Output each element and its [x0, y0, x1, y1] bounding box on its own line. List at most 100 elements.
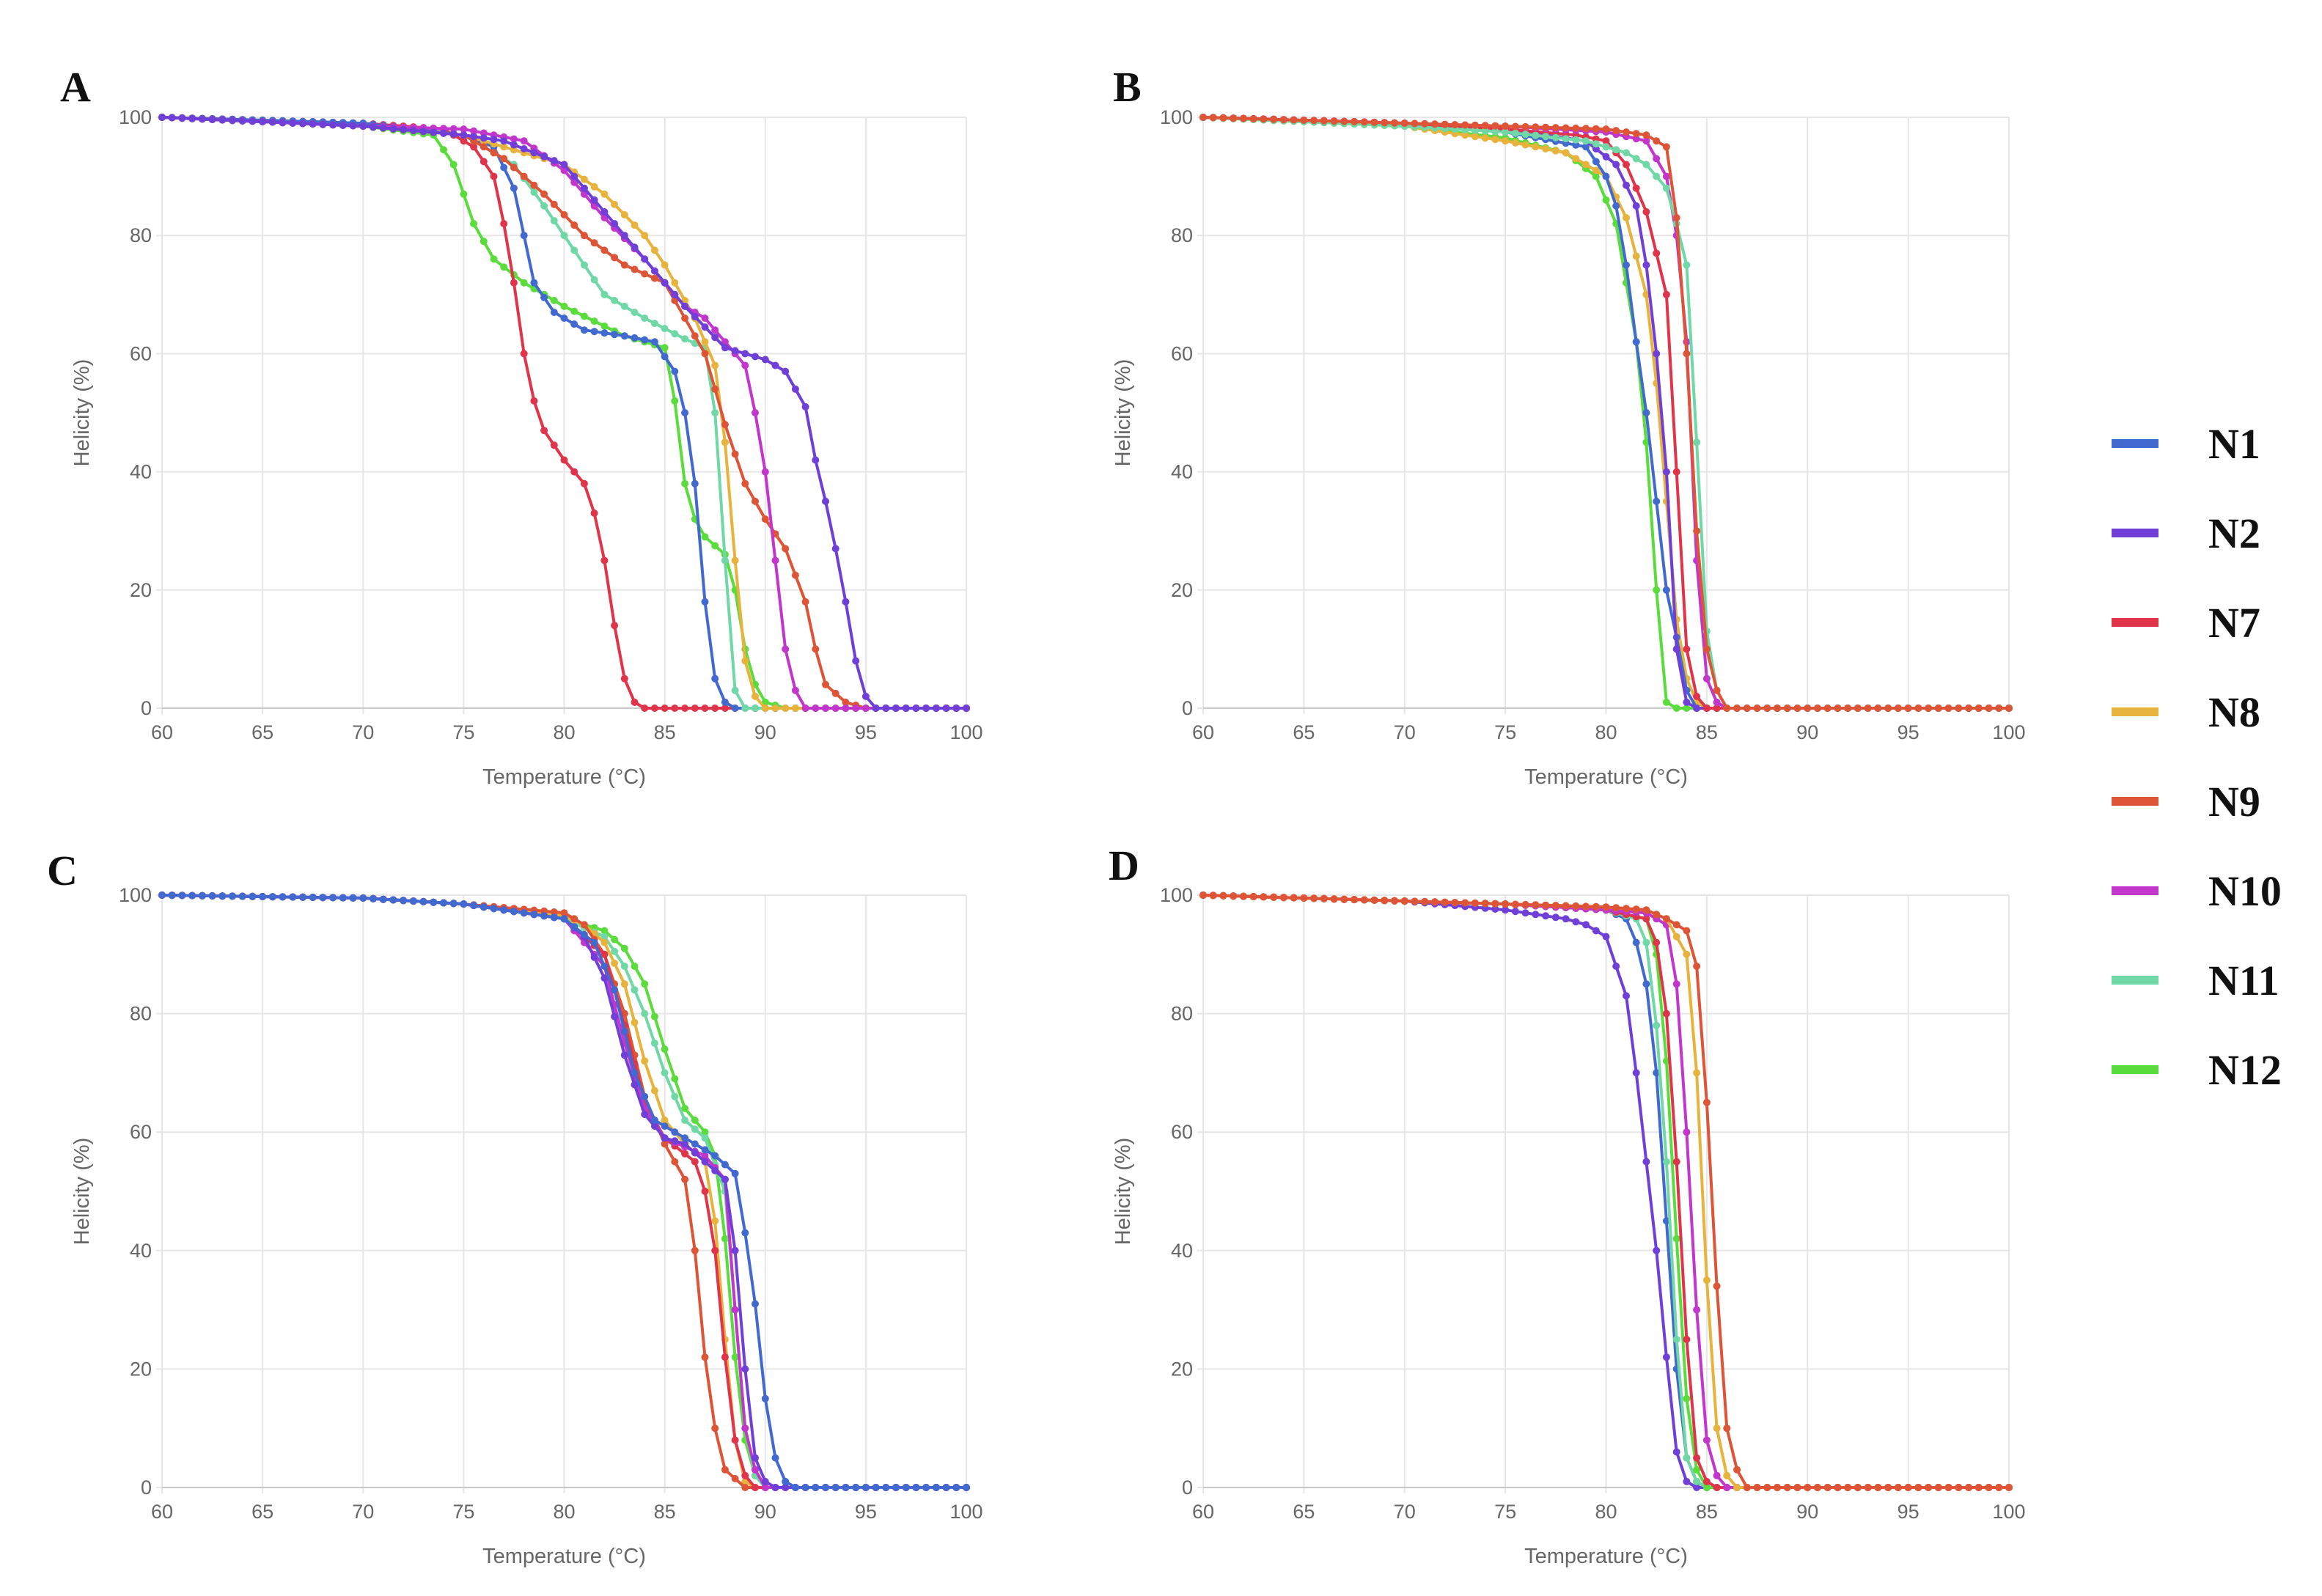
y-tick-label: 20: [130, 1358, 152, 1380]
data-point: [661, 1117, 669, 1124]
data-point: [1471, 899, 1479, 907]
data-point: [1623, 214, 1630, 221]
data-point: [1713, 1484, 1721, 1491]
data-point: [620, 332, 628, 340]
data-point: [1702, 1436, 1711, 1444]
data-point: [1662, 468, 1670, 476]
data-point: [1783, 705, 1791, 712]
data-point: [631, 265, 639, 273]
data-point: [1702, 1477, 1711, 1485]
data-point: [1642, 906, 1650, 914]
data-point: [611, 986, 619, 994]
data-point: [1653, 938, 1661, 946]
data-point: [600, 329, 609, 337]
data-point: [600, 246, 609, 254]
data-point: [620, 261, 628, 269]
data-point: [721, 344, 729, 352]
data-point: [289, 893, 297, 901]
y-tick-label: 60: [130, 1121, 152, 1143]
data-point: [1491, 128, 1499, 136]
data-point: [681, 302, 689, 310]
data-point: [1360, 896, 1368, 904]
data-point: [641, 255, 649, 263]
data-point: [1562, 902, 1570, 910]
data-point: [1310, 117, 1318, 125]
data-point: [963, 705, 970, 712]
data-point: [158, 891, 166, 899]
data-point: [650, 1122, 658, 1130]
data-point: [1260, 115, 1268, 123]
data-point: [942, 1484, 950, 1491]
data-point: [500, 906, 508, 914]
data-point: [812, 456, 820, 464]
data-point: [641, 270, 649, 278]
data-point: [752, 497, 759, 505]
data-point: [650, 1117, 658, 1124]
data-point: [1551, 902, 1559, 910]
data-point: [1814, 705, 1821, 712]
data-point: [611, 200, 619, 208]
data-point: [540, 427, 548, 435]
data-point: [661, 261, 669, 269]
data-point: [208, 116, 216, 123]
data-point: [631, 963, 639, 970]
y-tick-label: 80: [1171, 224, 1193, 246]
data-point: [671, 397, 679, 405]
data-point: [952, 705, 960, 712]
data-point: [490, 136, 498, 144]
data-point: [1884, 1484, 1892, 1491]
data-point: [721, 1161, 729, 1169]
data-point: [1592, 166, 1600, 174]
chart-panel-c: C 60 65 70 75 80 85 90 95 100 0 20 40 60 80 100 Temperat…: [47, 847, 983, 1568]
data-point: [1602, 933, 1610, 941]
data-point: [701, 1146, 709, 1154]
data-point: [752, 353, 759, 361]
data-point: [1502, 900, 1510, 908]
data-point: [419, 897, 427, 905]
x-tick-label: 60: [1192, 1501, 1214, 1523]
data-point: [631, 309, 639, 316]
data-point: [590, 953, 598, 961]
data-point: [339, 894, 347, 902]
legend-label: N8: [2208, 688, 2260, 736]
data-point: [409, 127, 417, 135]
data-point: [1400, 119, 1408, 128]
y-axis-title: Helicity (%): [70, 359, 94, 467]
data-point: [550, 200, 558, 208]
data-point: [1551, 133, 1559, 141]
data-point: [831, 705, 839, 712]
series-n2: [158, 114, 970, 712]
data-point: [1351, 118, 1359, 125]
data-point: [570, 246, 578, 254]
series-n9: [1199, 891, 2013, 1491]
data-point: [681, 1117, 689, 1124]
data-point: [721, 1353, 729, 1361]
data-point: [1481, 134, 1489, 142]
data-point: [1592, 902, 1600, 911]
data-point: [530, 181, 538, 189]
data-point: [1451, 899, 1459, 907]
data-point: [752, 705, 759, 712]
chart-panel-b: B 60 65 70 75 80 85 90 95 100 0 20 40 60 80 100 Temperat…: [1112, 63, 2026, 789]
data-point: [1300, 894, 1308, 902]
data-point: [721, 1235, 729, 1243]
legend-swatch: [2112, 707, 2158, 716]
y-tick-label: 80: [130, 224, 152, 246]
panel-letter: C: [47, 847, 78, 894]
legend-item-n9: N9: [2112, 778, 2260, 825]
data-point: [1702, 674, 1711, 683]
data-point: [852, 1484, 860, 1491]
data-point: [480, 238, 488, 246]
data-point: [1602, 152, 1610, 161]
legend-label: N9: [2208, 778, 2260, 825]
data-point: [490, 905, 498, 913]
data-point: [771, 361, 779, 369]
data-point: [620, 302, 628, 310]
data-point: [520, 279, 528, 287]
data-point: [1723, 1471, 1731, 1479]
data-point: [1623, 149, 1630, 157]
data-point: [460, 900, 468, 908]
data-point: [1934, 1484, 1942, 1491]
data-point: [701, 1152, 709, 1160]
data-point: [560, 232, 568, 240]
